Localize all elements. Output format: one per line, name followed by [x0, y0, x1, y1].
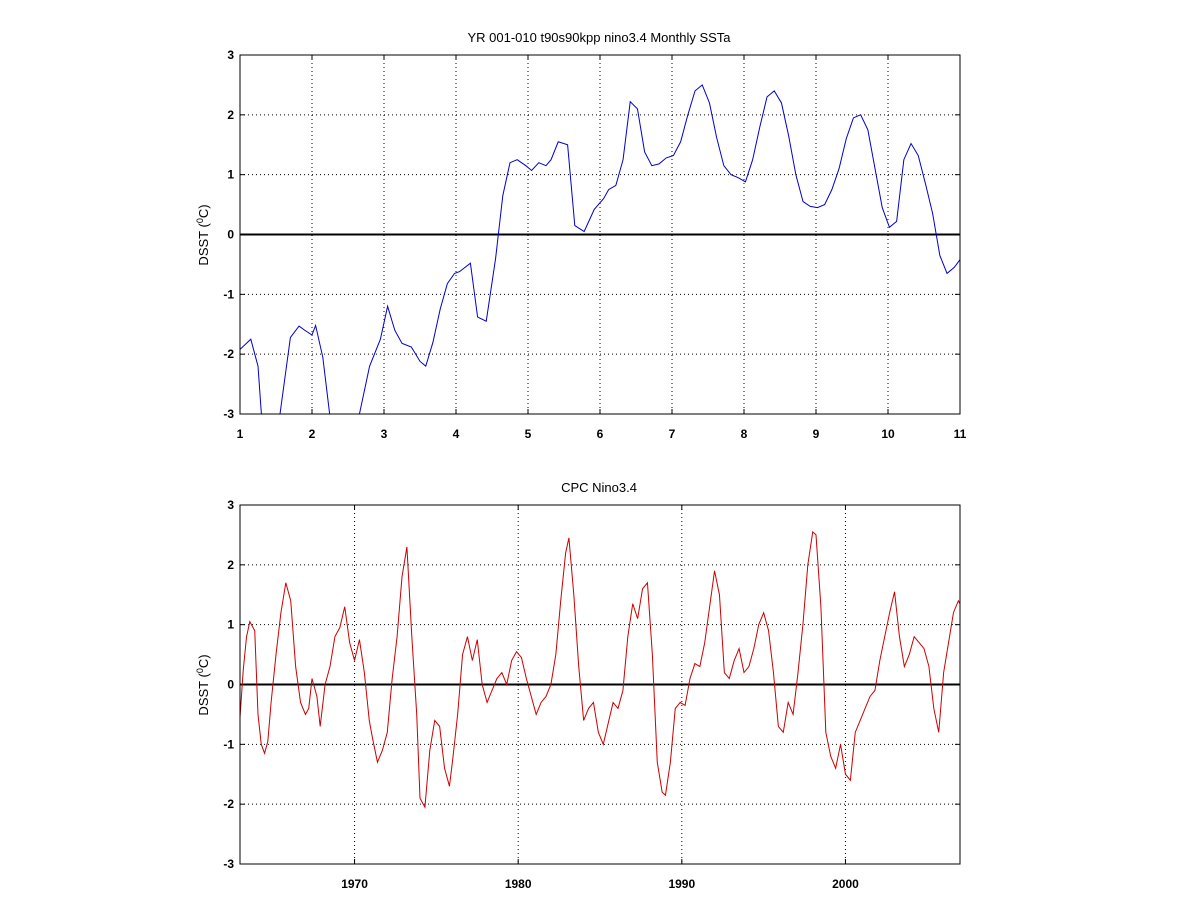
bottom-chart-x-tick-label: 1970 [341, 877, 368, 891]
bottom-chart-y-tick-label: 3 [227, 498, 234, 512]
bottom-chart: CPC Nino3.4 1970 1980 1990 2000 -3-2-10123 … [195, 480, 961, 891]
top-chart-x-tick-label: 1 [237, 427, 244, 441]
bottom-chart-y-axis-label: DSST (0C) [195, 654, 211, 715]
bottom-chart-y-tick-label: 2 [227, 558, 234, 572]
top-chart-x-tick-label: 4 [453, 427, 460, 441]
top-chart-x-tick-labels: 1 2 3 4 5 6 7 8 9 10 11 [237, 427, 967, 441]
top-chart-x-tick-label: 6 [597, 427, 604, 441]
top-chart: YR 001-010 t90s90kpp nino3.4 Monthly SST… [195, 30, 967, 441]
top-chart-y-tick-labels: -3 -2 -1 0 1 2 3 [223, 48, 234, 421]
bottom-chart-x-tick-label: 1990 [668, 877, 695, 891]
top-chart-x-tick-label: 7 [669, 427, 676, 441]
bottom-chart-y-label-main: DSST ( [196, 673, 211, 716]
top-chart-y-label-tail: C) [196, 204, 211, 218]
top-chart-y-tick-label: 2 [227, 108, 234, 122]
top-chart-axes-box [239, 54, 961, 415]
bottom-chart-y-tick-label: -1 [223, 737, 234, 751]
top-chart-x-tick-label: 2 [309, 427, 316, 441]
top-chart-x-tick-label: 11 [954, 427, 967, 441]
bottom-chart-y-tick-label: -2 [223, 797, 234, 811]
bottom-chart-title: CPC Nino3.4 [561, 480, 637, 495]
top-chart-series [240, 84, 960, 414]
bottom-chart-y-label-tail: C) [196, 654, 211, 668]
bottom-chart-y-label-sup: 0 [195, 668, 205, 673]
bottom-chart-y-tick-label: 1 [227, 618, 234, 632]
bottom-chart-y-tick-label: 0 [227, 678, 234, 692]
top-chart-y-label-sup: 0 [195, 218, 205, 223]
bottom-chart-series-line [240, 530, 960, 809]
top-chart-y-label-main: DSST ( [196, 223, 211, 266]
bottom-chart-x-tick-label: 2000 [832, 877, 859, 891]
top-chart-x-tick-label: 3 [381, 427, 388, 441]
top-chart-x-tick-label: 10 [881, 427, 895, 441]
top-chart-x-tick-label: 5 [525, 427, 532, 441]
top-chart-y-tick-label: 0 [227, 228, 234, 242]
top-chart-title: YR 001-010 t90s90kpp nino3.4 Monthly SST… [467, 30, 731, 45]
bottom-chart-axes-box [239, 504, 961, 865]
top-chart-x-tick-label: 8 [741, 427, 748, 441]
top-chart-series-line [240, 84, 960, 414]
top-chart-y-tick-label: 1 [227, 168, 234, 182]
bottom-chart-series [240, 530, 960, 809]
top-chart-x-tick-label: 9 [813, 427, 820, 441]
bottom-chart-x-tick-labels: 1970 1980 1990 2000 [341, 877, 859, 891]
bottom-chart-x-tick-label: 1980 [505, 877, 532, 891]
top-chart-y-tick-label: 3 [227, 48, 234, 62]
top-chart-y-tick-label: -1 [223, 287, 234, 301]
bottom-chart-y-tick-labels: -3 -2 -1 0 1 2 3 [223, 498, 234, 871]
top-chart-grid [240, 55, 960, 414]
top-chart-y-tick-label: -2 [223, 347, 234, 361]
top-chart-y-tick-label: -3 [223, 407, 234, 421]
bottom-chart-y-tick-label: -3 [223, 857, 234, 871]
top-chart-y-axis-label: DSST (0C) [195, 204, 211, 265]
